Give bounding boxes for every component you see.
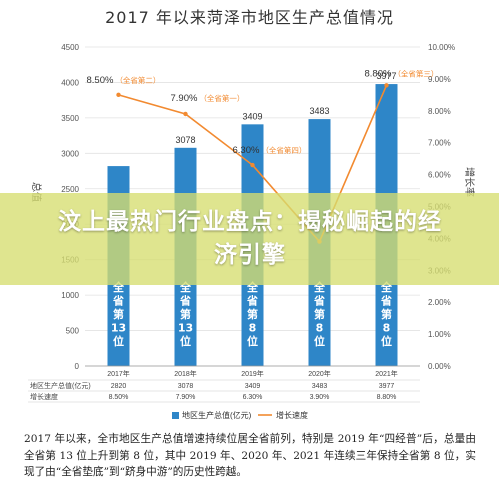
y-left-tick-label: 4000 (61, 78, 79, 87)
y-left-tick-label: 2500 (61, 185, 79, 194)
banner-title: 汶上最热门行业盘点：揭秘崛起的经济引擎 (58, 209, 442, 268)
y-left-tick-label: 3000 (61, 149, 79, 158)
y-left-tick-label: 4500 (61, 43, 79, 52)
bar-rank-label: 13 (178, 322, 193, 335)
table-cell: 3.90% (310, 394, 330, 401)
bar-value-label: 3977 (376, 71, 396, 81)
table-cell: 8.80% (377, 394, 397, 401)
bar-rank-label: 位 (247, 334, 258, 348)
legend-swatch-bar (172, 412, 179, 419)
x-tick-label: 2017年 (107, 369, 130, 378)
bar-rank-label: 省 (112, 294, 124, 308)
y-right-tick-label: 0.00% (428, 362, 451, 371)
legend-label: 地区生产总值(亿元) (182, 410, 252, 420)
bar-value-label: 3078 (175, 135, 195, 145)
y-left-tick-label: 1000 (61, 291, 79, 300)
bar-rank-label: 第 (180, 307, 191, 321)
legend-label: 增长速度 (276, 410, 308, 420)
bar-rank-label: 第 (247, 307, 258, 321)
bar-rank-label: 省 (313, 294, 325, 308)
table-row-header: 增长速度 (30, 392, 58, 401)
bar-rank-label: 省 (246, 294, 258, 308)
y-right-tick-label: 10.00% (428, 43, 455, 52)
growth-point (183, 111, 188, 117)
growth-point-label: 8.50% （全省第二） (87, 75, 161, 86)
description-paragraph: 2017 年以来，全市地区生产总值增速持续位居全省前列，特别是 2019 年“四… (24, 433, 476, 478)
table-cell: 2820 (111, 383, 127, 390)
table-cell: 3483 (312, 383, 328, 390)
table-cell: 6.30% (243, 394, 263, 401)
chart-title: 2017 年以来菏泽市地区生产总值情况 (105, 8, 394, 27)
growth-point-label: 8.80% （全省第三） (365, 68, 439, 79)
x-tick-label: 2021年 (375, 369, 398, 378)
bar-rank-label: 省 (179, 294, 191, 308)
y-right-tick-label: 6.00% (428, 171, 451, 180)
bar-rank-label: 位 (314, 334, 325, 348)
x-tick-label: 2019年 (241, 369, 264, 378)
bar-rank-label: 第 (113, 307, 124, 321)
bar-rank-label: 省 (380, 294, 392, 308)
y-left-tick-label: 0 (75, 362, 80, 371)
x-tick-label: 2018年 (174, 369, 197, 378)
table-cell: 3078 (178, 383, 194, 390)
y-right-tick-label: 9.00% (428, 75, 451, 84)
bar-rank-label: 位 (381, 334, 392, 348)
table-cell: 8.50% (109, 394, 129, 401)
growth-point-label: 6.30% （全省第四） (233, 145, 307, 156)
table-cell: 3977 (379, 383, 395, 390)
bar-rank-label: 13 (111, 322, 126, 335)
y-right-tick-label: 1.00% (428, 330, 451, 339)
table-cell: 3409 (245, 383, 261, 390)
y-left-tick-label: 500 (66, 327, 80, 336)
x-tick-label: 2020年 (308, 369, 331, 378)
table-cell: 7.90% (176, 394, 196, 401)
bar-rank-label: 位 (180, 334, 191, 348)
bar-rank-label: 第 (381, 307, 392, 321)
bar-rank-label: 8 (383, 322, 391, 335)
bar-rank-label: 位 (113, 334, 124, 348)
bar-value-label: 3483 (309, 106, 329, 116)
bar-rank-label: 8 (249, 322, 257, 335)
y-right-tick-label: 2.00% (428, 298, 451, 307)
growth-point (116, 92, 121, 98)
y-right-tick-label: 8.00% (428, 107, 451, 116)
growth-point (250, 162, 255, 168)
table-row-header: 地区生产总值(亿元) (30, 381, 91, 390)
y-left-tick-label: 3500 (61, 114, 79, 123)
bar-rank-label: 第 (314, 307, 325, 321)
bar-rank-label: 8 (316, 322, 324, 335)
growth-point-label: 7.90% （全省第一） (171, 93, 245, 104)
growth-point (384, 83, 389, 88)
overlay-banner (0, 193, 499, 285)
bar-value-label: 3409 (242, 111, 262, 121)
y-right-axis-title: 增长率 (463, 167, 476, 197)
y-right-tick-label: 7.00% (428, 139, 451, 148)
